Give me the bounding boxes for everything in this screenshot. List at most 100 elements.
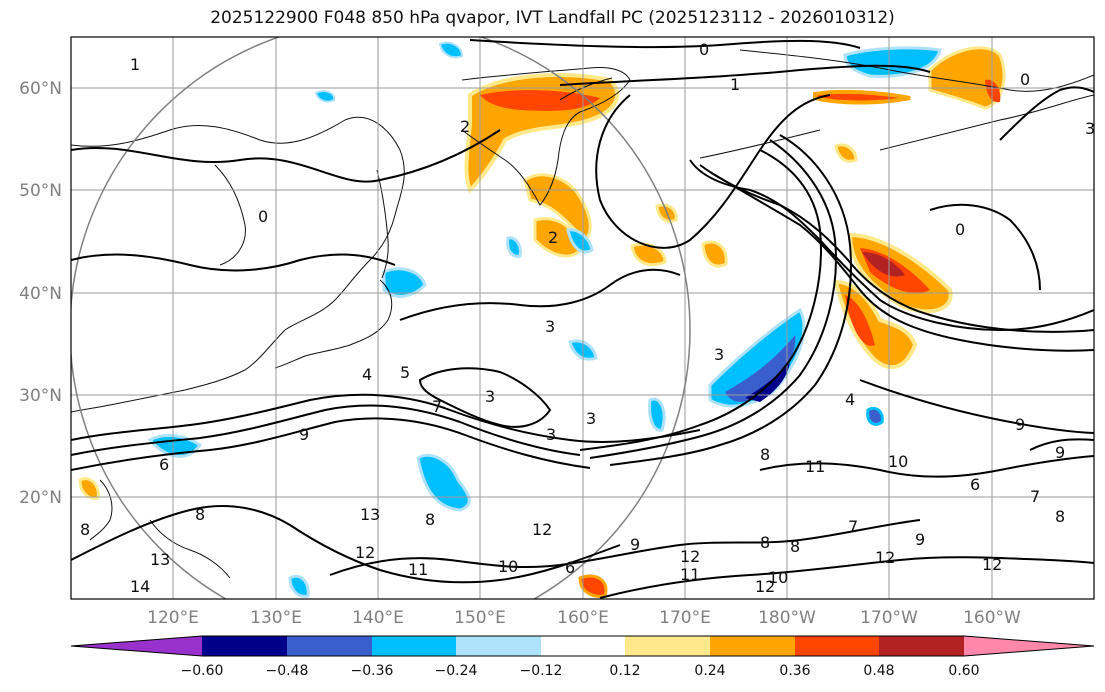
positive-anomaly-region	[862, 252, 905, 277]
contour-label: 4	[362, 365, 372, 384]
coastline	[739, 49, 1094, 92]
negative-anomaly-region	[416, 453, 471, 512]
negative-anomaly-region	[648, 397, 666, 432]
contour-label: 12	[982, 555, 1002, 574]
contour-line	[71, 253, 396, 272]
colorbar-label: −0.60	[181, 663, 224, 679]
contour-label: 6	[159, 455, 169, 474]
contour-label: 12	[755, 577, 775, 596]
contour-label: 12	[355, 543, 375, 562]
colorbar-swatch	[287, 636, 372, 656]
contour-label: 3	[546, 425, 556, 444]
colorbar-label: 0.12	[609, 663, 640, 679]
contour-label: 11	[680, 565, 700, 584]
contour-line	[399, 268, 681, 321]
lat-label: 30°N	[19, 386, 62, 406]
negative-anomaly-region	[725, 335, 796, 402]
contour-label: 1	[730, 75, 740, 94]
coastline	[461, 67, 631, 206]
contour-label: 0	[1020, 70, 1030, 89]
positive-anomaly-region	[480, 90, 600, 111]
colorbar-swatch	[456, 636, 541, 656]
contour-line	[609, 134, 852, 466]
lon-label: 160°E	[557, 608, 609, 628]
contour-line	[418, 367, 552, 428]
colorbar-label: 0.36	[779, 663, 810, 679]
colorbar-label: −0.12	[520, 663, 563, 679]
contour-label: 3	[714, 345, 724, 364]
contour-label: 7	[848, 517, 858, 536]
negative-anomaly-region	[745, 362, 790, 402]
contour-label: 8	[760, 445, 770, 464]
coastline	[214, 164, 246, 266]
contour-label: 8	[760, 533, 770, 552]
negative-anomaly-region	[506, 236, 522, 258]
contour-label: 12	[680, 547, 700, 566]
contour-line	[71, 404, 581, 456]
contour-label: 5	[400, 363, 410, 382]
gridlines	[71, 37, 1094, 599]
contour-label: 3	[1085, 119, 1095, 138]
contour-label: 13	[360, 505, 380, 524]
contour-line	[469, 39, 861, 49]
lat-label: 50°N	[19, 181, 62, 201]
contour-line	[859, 379, 1094, 434]
colorbar: −0.60 −0.48 −0.36 −0.24 −0.12 0.12 0.24 …	[70, 635, 1095, 679]
contour-label: 7	[1030, 487, 1040, 506]
lat-label: 20°N	[19, 488, 62, 508]
lon-label: 140°E	[352, 608, 404, 628]
contour-line	[71, 393, 701, 443]
coastline	[699, 129, 821, 159]
coastline	[559, 77, 613, 101]
contour-label: 13	[150, 550, 170, 569]
contour-label: 8	[425, 510, 435, 529]
contour-label: 0	[258, 207, 268, 226]
coastline	[879, 94, 1094, 151]
contour-label: 12	[875, 548, 895, 567]
contour-label: 4	[845, 390, 855, 409]
contour-line	[1029, 438, 1094, 451]
map-frame	[70, 36, 1095, 600]
contour-label: 1	[130, 55, 140, 74]
contour-line	[71, 417, 591, 471]
colorbar-swatch	[795, 636, 879, 656]
map-title: 2025122900 F048 850 hPa qvapor, IVT Land…	[210, 8, 895, 28]
contour-label: 6	[970, 475, 980, 494]
coastline	[274, 279, 393, 369]
contour-label: 2	[548, 228, 558, 247]
colorbar-label: 0.24	[694, 663, 725, 679]
contour-line	[595, 94, 831, 249]
negative-anomaly-region	[438, 41, 464, 59]
contour-line	[71, 504, 621, 584]
contour-label: 0	[699, 40, 709, 59]
contour-label: 7	[432, 397, 442, 416]
positive-anomaly-region	[523, 173, 592, 243]
colorbar-swatch	[372, 636, 456, 656]
contour-line	[699, 164, 1094, 333]
positive-anomaly-region	[813, 89, 911, 105]
contour-line	[599, 556, 1094, 599]
contour-label: 0	[955, 220, 965, 239]
contour-line	[329, 519, 921, 576]
contour-line	[559, 64, 931, 86]
contour-label: 10	[498, 557, 518, 576]
lat-label: 60°N	[19, 79, 62, 99]
contour-label: 8	[1055, 507, 1065, 526]
colorbar-outline	[70, 635, 1095, 657]
positive-anomaly-region	[985, 79, 1001, 103]
lon-label: 160°W	[963, 608, 1021, 628]
positive-anomaly-region	[845, 295, 875, 346]
contour-label: 9	[1055, 443, 1065, 462]
lat-label: 40°N	[19, 284, 62, 304]
colorbar-swatch	[879, 636, 964, 656]
contour-label: 11	[805, 457, 825, 476]
lon-label: 170°W	[860, 608, 918, 628]
contour-label: 8	[80, 520, 90, 539]
colorbar-swatch	[625, 636, 710, 656]
landfall-region-circle	[71, 37, 691, 599]
map-plot-area: 0 1 0 1 0 0 2 2 3 3 3 3 4 5 7 3 3 9 9 6 …	[71, 37, 1095, 599]
coastline	[376, 169, 389, 279]
contour-label: 11	[408, 560, 428, 579]
negative-anomaly-region	[314, 90, 336, 103]
contour-label: 6	[565, 558, 575, 577]
